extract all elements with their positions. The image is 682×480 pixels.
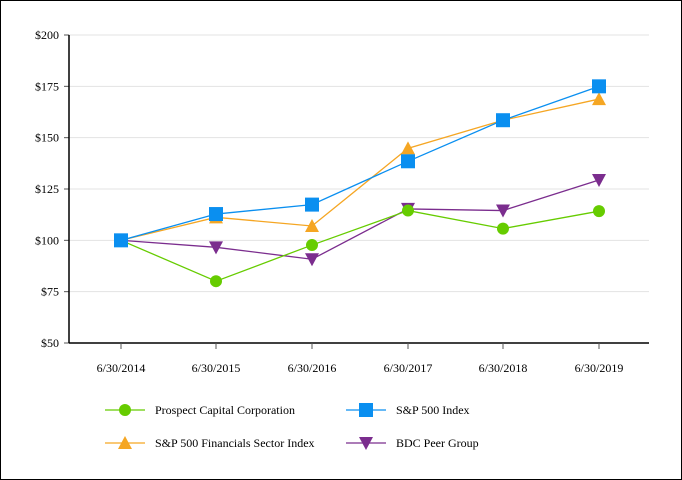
data-point-1-4	[496, 113, 510, 128]
legend-marker	[119, 404, 131, 416]
y-tick-label: $125	[35, 182, 59, 196]
series-line-1	[120, 85, 600, 241]
x-tick-label: 6/30/2015	[192, 361, 241, 375]
data-point-0-4	[497, 222, 509, 235]
data-point-2-2	[305, 218, 319, 232]
y-tick-label: $175	[35, 79, 59, 93]
series-line-2	[120, 98, 600, 241]
data-point-2-5	[592, 92, 606, 106]
y-tick-label: $100	[35, 233, 59, 247]
series-line-3	[120, 179, 600, 260]
data-point-3-1	[209, 241, 223, 255]
data-point-2-3	[401, 141, 415, 155]
y-tick-label: $75	[41, 285, 59, 299]
y-tick-label: $150	[35, 131, 59, 145]
data-point-1-2	[305, 197, 319, 212]
legend-label: S&P 500 Index	[396, 403, 470, 417]
data-point-3-5	[592, 173, 606, 187]
x-tick-label: 6/30/2019	[575, 361, 624, 375]
legend-label: Prospect Capital Corporation	[155, 403, 295, 417]
data-point-1-1	[209, 207, 223, 222]
data-point-3-4	[496, 204, 510, 218]
data-point-1-3	[401, 154, 415, 169]
data-point-0-5	[593, 205, 605, 218]
series-line-0	[120, 209, 600, 282]
legend-marker	[359, 437, 373, 450]
data-point-3-2	[305, 253, 319, 267]
data-point-0-2	[306, 239, 318, 252]
data-point-0-3	[402, 204, 414, 217]
data-point-1-0	[114, 233, 128, 248]
data-point-1-5	[592, 79, 606, 94]
legend-marker	[118, 436, 132, 449]
x-tick-label: 6/30/2017	[384, 361, 433, 375]
y-tick-label: $200	[35, 28, 59, 42]
x-tick-label: 6/30/2018	[479, 361, 528, 375]
data-point-0-1	[210, 275, 222, 288]
legend-marker	[359, 403, 373, 417]
x-tick-label: 6/30/2016	[288, 361, 337, 375]
y-tick-label: $50	[41, 336, 59, 350]
legend-label: BDC Peer Group	[396, 436, 479, 450]
legend-label: S&P 500 Financials Sector Index	[155, 436, 315, 450]
x-tick-label: 6/30/2014	[97, 361, 146, 375]
